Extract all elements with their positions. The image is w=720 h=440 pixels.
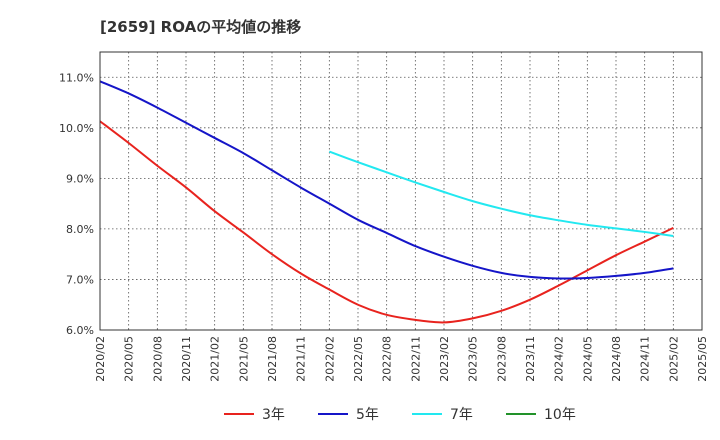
series-line-1 xyxy=(99,120,674,324)
y-tick-label: 10.0% xyxy=(59,122,94,135)
x-tick-label: 2020/02 xyxy=(94,336,107,382)
series-lines xyxy=(99,80,674,324)
x-tick-label: 2022/08 xyxy=(381,336,394,382)
x-tick-label: 2023/11 xyxy=(524,336,537,382)
x-tick-label: 2023/02 xyxy=(438,336,451,382)
x-tick-label: 2023/05 xyxy=(467,336,480,382)
x-tick-label: 2023/08 xyxy=(495,336,508,382)
legend-label: 5年 xyxy=(356,407,379,423)
y-axis: 6.0% 7.0% 8.0% 9.0% 10.0% 11.0% xyxy=(59,71,94,337)
x-axis: 2020/02 2020/05 2020/08 2020/11 2021/02 2021/… xyxy=(94,336,709,382)
y-tick-label: 7.0% xyxy=(66,273,94,286)
y-tick-label: 6.0% xyxy=(66,324,94,337)
legend: 3年 5年 7年 10年 xyxy=(224,407,576,423)
x-tick-label: 2022/11 xyxy=(409,336,422,382)
series-line-3 xyxy=(328,150,674,237)
x-tick-label: 2024/02 xyxy=(553,336,566,382)
chart-title: [2659] ROAの平均値の推移 xyxy=(100,18,301,36)
x-tick-label: 2024/05 xyxy=(581,336,594,382)
legend-label: 10年 xyxy=(544,407,576,423)
legend-label: 3年 xyxy=(262,407,285,423)
x-tick-label: 2024/11 xyxy=(639,336,652,382)
x-tick-label: 2021/11 xyxy=(295,336,308,382)
y-tick-label: 8.0% xyxy=(66,223,94,236)
x-tick-label: 2024/08 xyxy=(610,336,623,382)
y-tick-label: 11.0% xyxy=(59,71,94,84)
x-tick-label: 2022/05 xyxy=(352,336,365,382)
x-tick-label: 2025/05 xyxy=(696,336,709,382)
x-tick-label: 2020/08 xyxy=(151,336,164,382)
x-tick-label: 2022/02 xyxy=(323,336,336,382)
x-tick-label: 2020/05 xyxy=(123,336,136,382)
plot-frame xyxy=(99,51,703,331)
y-tick-label: 9.0% xyxy=(66,172,94,185)
legend-label: 7年 xyxy=(450,407,473,423)
x-tick-label: 2021/05 xyxy=(237,336,250,382)
x-tick-label: 2025/02 xyxy=(667,336,680,382)
x-tick-label: 2021/02 xyxy=(209,336,222,382)
x-tick-label: 2021/08 xyxy=(266,336,279,382)
series-line-2 xyxy=(99,80,674,280)
x-tick-label: 2020/11 xyxy=(180,336,193,382)
